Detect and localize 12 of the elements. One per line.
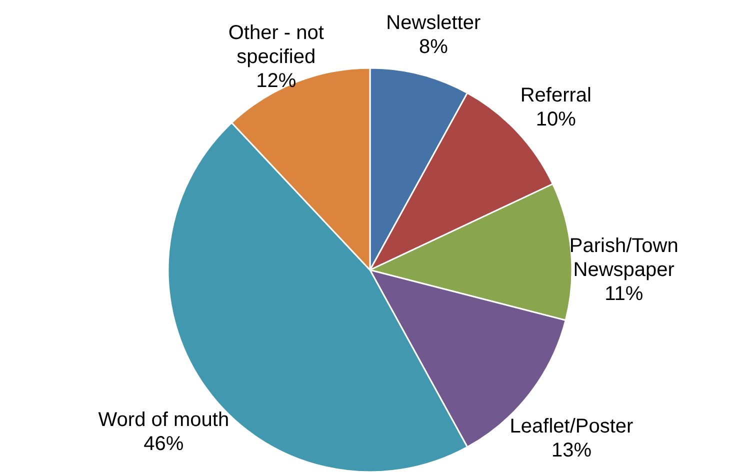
- data-label: 10%: [536, 108, 576, 130]
- slice-label: Other - not specified: [228, 22, 324, 68]
- data-label: 13%: [551, 439, 592, 462]
- slice-label: Newsletter: [386, 12, 481, 34]
- slice-label: Parish/Town Newspaper: [569, 235, 678, 281]
- slice-label: Leaflet/Poster: [510, 415, 634, 438]
- data-label: 12%: [256, 70, 296, 92]
- slice-label: Word of mouth: [98, 408, 230, 431]
- data-label: 8%: [418, 36, 448, 58]
- data-label: 11%: [604, 283, 644, 305]
- slice-label: Referral: [520, 84, 592, 106]
- data-label: 46%: [144, 432, 184, 455]
